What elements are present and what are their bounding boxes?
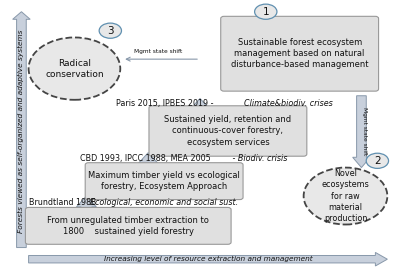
Text: From unregulated timber extraction to
1800    sustained yield forestry: From unregulated timber extraction to 18… <box>47 216 209 236</box>
FancyBboxPatch shape <box>221 16 378 91</box>
FancyBboxPatch shape <box>26 207 231 244</box>
Text: Radical
conservation: Radical conservation <box>45 59 104 79</box>
FancyBboxPatch shape <box>85 163 243 199</box>
Polygon shape <box>76 196 96 210</box>
Circle shape <box>255 4 277 19</box>
Text: Mgmt state shift: Mgmt state shift <box>362 107 367 155</box>
Polygon shape <box>190 98 210 109</box>
Text: Sustainable forest ecosystem
management based on natural
disturbance-based manag: Sustainable forest ecosystem management … <box>231 38 368 69</box>
Text: Paris 2015, IPBES 2019 -: Paris 2015, IPBES 2019 - <box>116 99 216 109</box>
Polygon shape <box>138 153 158 166</box>
Text: Ecological, economic and social sust.: Ecological, economic and social sust. <box>90 198 238 207</box>
Text: - Biodiv. crisis: - Biodiv. crisis <box>230 154 287 162</box>
Circle shape <box>366 153 388 169</box>
Text: Novel
ecosystems
for raw
material
production: Novel ecosystems for raw material produc… <box>322 169 369 223</box>
Text: Sustained yield, retention and
continuous-cover forestry,
ecosystem services: Sustained yield, retention and continuou… <box>164 115 292 147</box>
Polygon shape <box>28 252 387 266</box>
Circle shape <box>304 168 387 224</box>
Polygon shape <box>353 96 370 168</box>
Circle shape <box>28 38 120 100</box>
Polygon shape <box>13 12 30 247</box>
Text: 1: 1 <box>262 7 269 17</box>
Text: CBD 1993, IPCC 1988, MEA 2005: CBD 1993, IPCC 1988, MEA 2005 <box>80 154 211 162</box>
Text: Mgmt state shift: Mgmt state shift <box>134 49 182 54</box>
Text: 2: 2 <box>374 156 381 166</box>
Text: Maximum timber yield vs ecological
forestry, Ecosystem Approach: Maximum timber yield vs ecological fores… <box>88 171 240 191</box>
Circle shape <box>99 23 122 38</box>
Text: Forests viewed as self-organized and adaptive systems: Forests viewed as self-organized and ada… <box>18 29 24 233</box>
FancyBboxPatch shape <box>149 106 307 156</box>
Text: Climate&biodiv. crises: Climate&biodiv. crises <box>244 99 332 109</box>
Text: Brundtland 1988: Brundtland 1988 <box>28 198 98 207</box>
Text: 3: 3 <box>107 26 114 36</box>
Text: Increasing level of resource extraction and management: Increasing level of resource extraction … <box>104 256 312 262</box>
